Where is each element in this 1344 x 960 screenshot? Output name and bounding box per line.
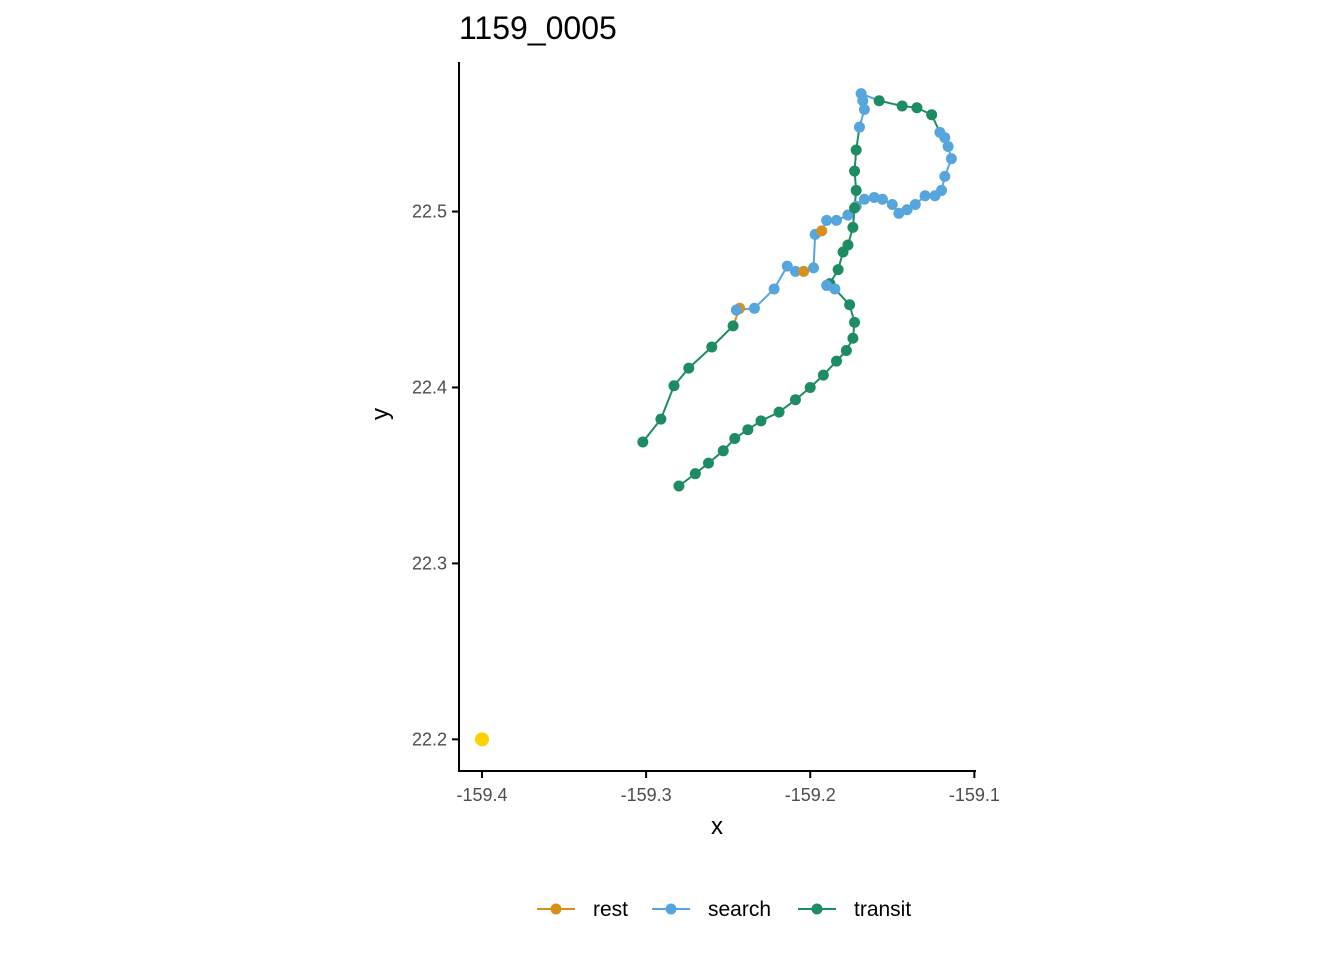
track-point-transit [706,341,718,353]
x-tick-label: -159.4 [456,785,507,805]
plot-area [474,88,957,747]
track-point-search [781,260,793,272]
legend-key-point-rest [550,903,562,915]
track-point-transit [742,424,754,436]
track-point-transit [804,381,816,393]
track-point-transit [830,355,842,367]
track-point-search [886,199,898,211]
track-point-search [842,209,854,221]
track-point-transit [832,264,844,276]
track-point-search [789,265,801,277]
track-point-transit [911,102,923,114]
track-point-transit [668,380,680,392]
y-axis: 22.2 22.3 22.4 22.5 [412,202,459,749]
track-point-transit [850,144,862,156]
track-point-transit [717,445,729,457]
y-tick-label: 22.5 [412,202,447,222]
track-point-transit [683,362,695,374]
x-axis: -159.4 -159.3 -159.2 -159.1 [456,771,1000,805]
track-point-search [936,184,948,196]
track-point-search [853,121,865,133]
track-point-search [858,193,870,205]
track-point-search [821,214,833,226]
x-axis-title: x [711,813,723,840]
track-point-transit [755,415,767,427]
y-tick-label: 22.3 [412,553,447,573]
track-point-search [830,214,842,226]
legend-key-point-transit [811,903,823,915]
track-point-transit [926,109,938,121]
legend-label-transit: transit [854,898,911,921]
y-axis-title: y [367,408,394,420]
track-point-search [909,199,921,211]
track-point-transit [849,165,861,177]
track-point-transit [702,457,714,469]
legend: rest search transit [537,898,911,921]
track-point-transit [837,246,849,258]
track-point-transit [844,299,856,311]
track-point-transit [727,320,739,332]
track-segment-transit [659,385,675,420]
track-point-transit [849,316,861,328]
track-point-search [868,191,880,203]
track-point-transit [729,432,741,444]
track-point-search [945,153,957,165]
start-point [474,732,489,747]
track-point-search [808,262,820,274]
y-tick-label: 22.2 [412,729,447,749]
start-marker [474,732,489,747]
track-point-transit [655,413,667,425]
track-point-search [821,279,833,291]
track-point-transit [850,184,862,196]
track-point-transit [847,221,859,233]
track-point-transit [840,345,852,357]
track-point-search [858,104,870,116]
track-point-transit [773,406,785,418]
track-lines [642,92,953,487]
track-point-transit [847,332,859,344]
track-point-search [934,126,946,138]
track-point-transit [849,202,861,214]
track-point-transit [896,100,908,112]
track-point-search [876,193,888,205]
x-tick-label: -159.2 [785,785,836,805]
track-point-search [901,204,913,216]
track-point-search [748,302,760,314]
track-point-search [768,283,780,295]
track-point-transit [817,369,829,381]
track-points [637,88,957,492]
track-point-transit [689,468,701,480]
track-point-transit [789,394,801,406]
track-point-search [893,207,905,219]
track-point-search [829,283,841,295]
x-tick-label: -159.1 [949,785,1000,805]
track-point-rest [798,265,810,277]
track-segment-search [812,234,817,268]
y-tick-label: 22.4 [412,377,447,397]
x-tick-label: -159.3 [621,785,672,805]
track-point-search [919,190,931,202]
track-point-search [730,304,742,316]
track-point-search [942,140,954,152]
track-point-search [857,95,869,107]
track-point-transit [637,436,649,448]
chart-title: 1159_0005 [459,10,617,46]
legend-key-point-search [665,903,677,915]
legend-label-rest: rest [593,898,628,921]
track-point-rest [816,225,828,237]
track-point-transit [873,95,885,107]
legend-label-search: search [708,898,771,921]
track-point-search [939,170,951,182]
track-point-transit [673,480,685,492]
